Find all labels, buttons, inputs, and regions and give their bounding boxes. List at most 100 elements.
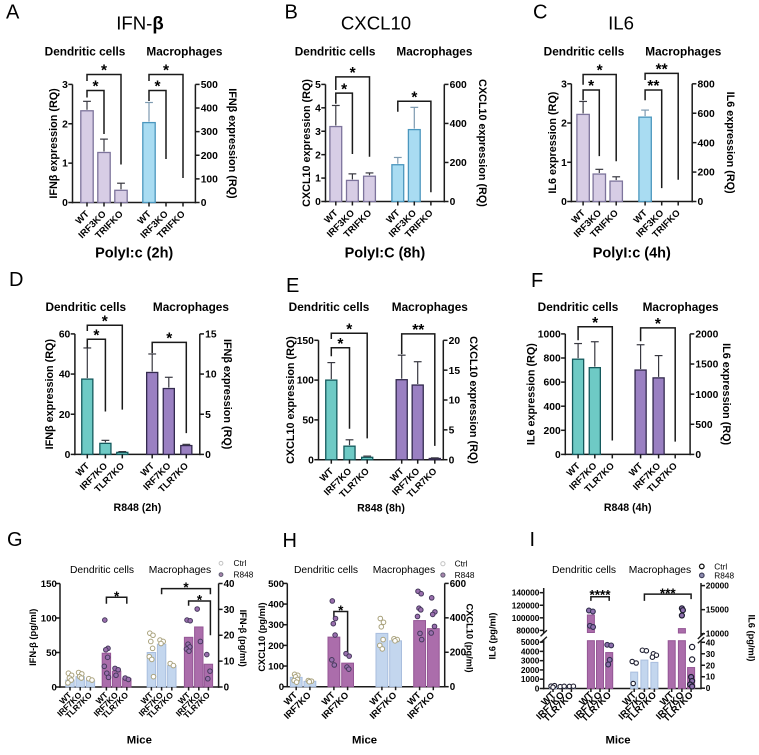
svg-text:20: 20 — [449, 336, 461, 347]
svg-text:*: * — [346, 321, 353, 338]
svg-text:60: 60 — [59, 330, 71, 341]
svg-text:0: 0 — [65, 450, 71, 461]
svg-text:****: **** — [590, 588, 612, 603]
svg-text:800: 800 — [544, 354, 561, 365]
svg-text:Macrophages: Macrophages — [629, 565, 691, 576]
svg-text:Macrophages: Macrophages — [392, 300, 468, 314]
svg-text:Dendritic cells: Dendritic cells — [294, 565, 358, 576]
svg-text:0: 0 — [62, 198, 68, 209]
svg-text:5: 5 — [205, 410, 211, 421]
svg-text:IFN-β: IFN-β — [116, 12, 164, 33]
svg-text:10: 10 — [706, 672, 716, 682]
svg-text:50: 50 — [302, 416, 314, 427]
svg-text:400: 400 — [268, 599, 284, 610]
svg-text:R848: R848 — [455, 570, 475, 580]
svg-text:G: G — [7, 529, 23, 551]
svg-text:1: 1 — [62, 159, 68, 170]
svg-text:0: 0 — [450, 682, 456, 693]
svg-text:IL6 (pg/ml): IL6 (pg/ml) — [747, 615, 757, 662]
svg-text:200: 200 — [450, 158, 467, 169]
svg-text:30: 30 — [224, 605, 235, 616]
svg-text:20: 20 — [706, 660, 716, 670]
svg-text:CXCL10: CXCL10 — [341, 13, 411, 34]
svg-text:150: 150 — [297, 336, 314, 347]
svg-text:Dendritic cells: Dendritic cells — [70, 565, 134, 576]
svg-text:0: 0 — [555, 450, 561, 461]
svg-text:300: 300 — [201, 127, 218, 138]
svg-text:10: 10 — [205, 370, 217, 381]
svg-text:*: * — [114, 589, 120, 604]
svg-text:100: 100 — [268, 661, 284, 672]
svg-text:Macrophages: Macrophages — [645, 44, 721, 58]
svg-text:5: 5 — [315, 80, 321, 91]
svg-text:4: 4 — [315, 103, 321, 114]
svg-text:500: 500 — [201, 80, 218, 91]
svg-text:0: 0 — [695, 450, 701, 461]
svg-text:IL6 expression (RQ): IL6 expression (RQ) — [724, 92, 736, 194]
svg-text:IFNβ expression (RQ): IFNβ expression (RQ) — [48, 88, 60, 199]
svg-text:Macrophages: Macrophages — [396, 44, 472, 58]
svg-text:R848 (2h): R848 (2h) — [114, 502, 162, 514]
svg-text:15: 15 — [205, 330, 217, 341]
svg-text:*: * — [163, 63, 170, 80]
svg-text:R848: R848 — [234, 570, 254, 580]
svg-text:Mice: Mice — [605, 735, 630, 747]
svg-text:300: 300 — [268, 620, 284, 631]
svg-text:*: * — [411, 90, 418, 107]
svg-text:0: 0 — [698, 197, 704, 208]
svg-text:3: 3 — [561, 79, 567, 90]
svg-text:A: A — [6, 2, 20, 24]
svg-text:Dendritic cells: Dendritic cells — [544, 44, 625, 58]
svg-text:10: 10 — [224, 657, 235, 668]
svg-text:**: ** — [412, 322, 425, 339]
svg-text:40: 40 — [59, 370, 71, 381]
svg-text:CXCL10 (pg/ml): CXCL10 (pg/ml) — [465, 603, 475, 672]
svg-text:500: 500 — [268, 579, 284, 590]
svg-text:Ctrl: Ctrl — [714, 561, 727, 571]
svg-text:1: 1 — [315, 174, 321, 185]
svg-text:*: * — [93, 327, 100, 344]
svg-text:*: * — [350, 65, 357, 82]
svg-text:1000: 1000 — [521, 674, 540, 684]
svg-text:I: I — [530, 529, 536, 551]
svg-text:500: 500 — [695, 420, 712, 431]
svg-text:1000: 1000 — [695, 390, 718, 401]
svg-text:R848: R848 — [714, 571, 734, 581]
svg-text:IL6 expression (RQ): IL6 expression (RQ) — [720, 343, 732, 445]
svg-text:100: 100 — [201, 174, 218, 185]
svg-text:Mice: Mice — [352, 735, 377, 747]
svg-text:40: 40 — [706, 637, 716, 647]
svg-text:Dendritic cells: Dendritic cells — [552, 565, 616, 576]
svg-text:200: 200 — [268, 641, 284, 652]
svg-text:*: * — [337, 336, 344, 353]
svg-text:CXCL10 expression (RQ): CXCL10 expression (RQ) — [285, 336, 297, 464]
svg-text:CXCL10 (pg/ml): CXCL10 (pg/ml) — [257, 602, 267, 671]
svg-text:0: 0 — [535, 684, 540, 694]
svg-text:*: * — [166, 331, 173, 348]
svg-text:IFNβ expression (RQ): IFNβ expression (RQ) — [221, 339, 233, 450]
svg-text:*: * — [341, 81, 348, 98]
svg-text:Dendritic cells: Dendritic cells — [45, 44, 126, 58]
svg-text:400: 400 — [698, 138, 715, 149]
svg-text:R848 (8h): R848 (8h) — [357, 503, 405, 515]
svg-text:*: * — [101, 63, 108, 80]
svg-text:4000: 4000 — [521, 646, 540, 656]
svg-text:**: ** — [647, 78, 660, 95]
svg-text:*: * — [597, 63, 604, 80]
svg-text:20: 20 — [224, 631, 235, 642]
svg-text:0: 0 — [224, 682, 230, 693]
svg-text:PolyI:c (2h): PolyI:c (2h) — [95, 246, 173, 262]
svg-text:5: 5 — [449, 425, 455, 436]
svg-text:400: 400 — [450, 613, 467, 624]
svg-text:Dendritic cells: Dendritic cells — [45, 300, 126, 314]
svg-text:600: 600 — [450, 579, 467, 590]
svg-text:IFN-β (pg/ml): IFN-β (pg/ml) — [28, 609, 38, 666]
svg-text:20: 20 — [59, 410, 71, 421]
svg-text:3: 3 — [315, 127, 321, 138]
svg-text:10: 10 — [449, 396, 461, 407]
svg-text:IFNβ expression (RQ): IFNβ expression (RQ) — [44, 339, 56, 450]
svg-text:2: 2 — [561, 119, 567, 130]
svg-text:D: D — [9, 269, 23, 291]
svg-text:40: 40 — [224, 579, 235, 590]
svg-text:Macrophages: Macrophages — [373, 565, 435, 576]
